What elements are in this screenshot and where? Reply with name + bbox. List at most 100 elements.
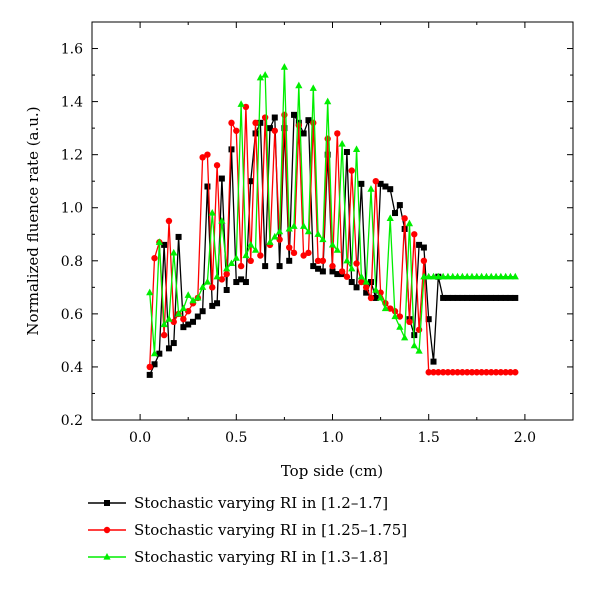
data-point [300, 222, 308, 229]
data-point [266, 125, 273, 132]
data-point [387, 305, 394, 312]
data-point [444, 369, 452, 376]
data-point [416, 241, 423, 248]
data-point [161, 241, 168, 248]
x-tick-label: 0.0 [129, 430, 151, 446]
data-point [367, 279, 374, 286]
data-point [223, 264, 231, 272]
data-point [271, 127, 278, 134]
data-point [257, 252, 264, 259]
data-point [180, 315, 187, 323]
data-point [382, 183, 389, 190]
data-point [213, 272, 221, 280]
data-point [468, 369, 476, 376]
data-point [309, 84, 317, 91]
data-point [348, 279, 355, 286]
y-tick-label: 0.2 [61, 413, 83, 429]
data-point [333, 246, 341, 253]
data-point [363, 289, 370, 296]
data-point [319, 268, 326, 275]
data-point [247, 178, 254, 185]
data-point [449, 272, 457, 280]
data-point [478, 272, 486, 280]
data-point [502, 294, 509, 301]
data-point [204, 183, 211, 190]
data-point [223, 270, 230, 278]
data-point [324, 97, 332, 105]
data-point [180, 324, 187, 331]
data-point [214, 300, 221, 307]
data-point [261, 71, 269, 78]
data-point [396, 313, 404, 320]
data-point [464, 294, 471, 301]
data-point [223, 286, 230, 293]
data-point [454, 294, 461, 301]
data-point [453, 272, 462, 280]
data-point [483, 369, 490, 376]
x-axis-title: Top side (cm) [281, 462, 383, 480]
data-point [160, 320, 168, 328]
data-point [156, 350, 163, 357]
data-point [300, 252, 307, 259]
data-point [310, 263, 317, 270]
data-point [266, 238, 274, 245]
data-point [146, 363, 153, 371]
data-point [338, 140, 346, 147]
data-point [146, 288, 154, 296]
data-point [497, 294, 504, 301]
data-point [271, 114, 278, 121]
data-point [512, 294, 519, 301]
data-point [497, 369, 505, 376]
data-point [185, 308, 192, 315]
data-point [502, 272, 510, 280]
data-point [343, 149, 350, 156]
data-point [170, 318, 177, 326]
data-point [199, 308, 206, 315]
data-point [358, 180, 365, 187]
data-point [233, 127, 240, 134]
data-point [194, 293, 202, 301]
x-tick-label: 1.0 [321, 430, 343, 446]
data-point [190, 318, 197, 325]
legend-label: Stochastic varying RI in [1.25–1.75] [134, 521, 407, 539]
legend: Stochastic varying RI in [1.2–1.7] Stocha… [88, 494, 407, 566]
data-point [420, 257, 428, 264]
data-point [449, 294, 456, 301]
data-point [353, 284, 360, 291]
legend-item: Stochastic varying RI in [1.2–1.7] [88, 494, 388, 512]
data-point [315, 265, 322, 272]
data-point [256, 73, 264, 81]
data-point [218, 217, 226, 224]
data-point [170, 340, 177, 347]
legend-label: Stochastic varying RI in [1.2–1.7] [134, 494, 388, 512]
data-point [482, 272, 491, 280]
data-point [324, 135, 331, 142]
y-tick-label: 0.6 [61, 307, 83, 323]
plot-frame [91, 21, 574, 421]
data-point [444, 294, 451, 301]
data-point [352, 145, 361, 152]
data-point [401, 333, 409, 341]
data-point [435, 369, 442, 376]
data-point [199, 283, 207, 290]
data-point [420, 244, 427, 251]
data-point [493, 294, 500, 301]
data-point [300, 130, 307, 137]
data-point [372, 294, 379, 301]
data-point [305, 249, 312, 257]
data-point [488, 369, 495, 376]
data-point [502, 369, 509, 376]
data-point [507, 294, 514, 301]
data-point [425, 316, 432, 323]
data-point [338, 268, 346, 275]
data-point [247, 257, 254, 264]
data-point [179, 304, 187, 312]
data-point [247, 240, 255, 248]
legend-item: Stochastic varying RI in [1.3–1.8] [88, 548, 388, 566]
data-point [276, 263, 283, 270]
data-point [151, 254, 158, 262]
y-tick-label: 1.6 [61, 42, 83, 58]
data-point [473, 294, 480, 301]
data-point [286, 257, 293, 264]
data-point [425, 369, 432, 376]
